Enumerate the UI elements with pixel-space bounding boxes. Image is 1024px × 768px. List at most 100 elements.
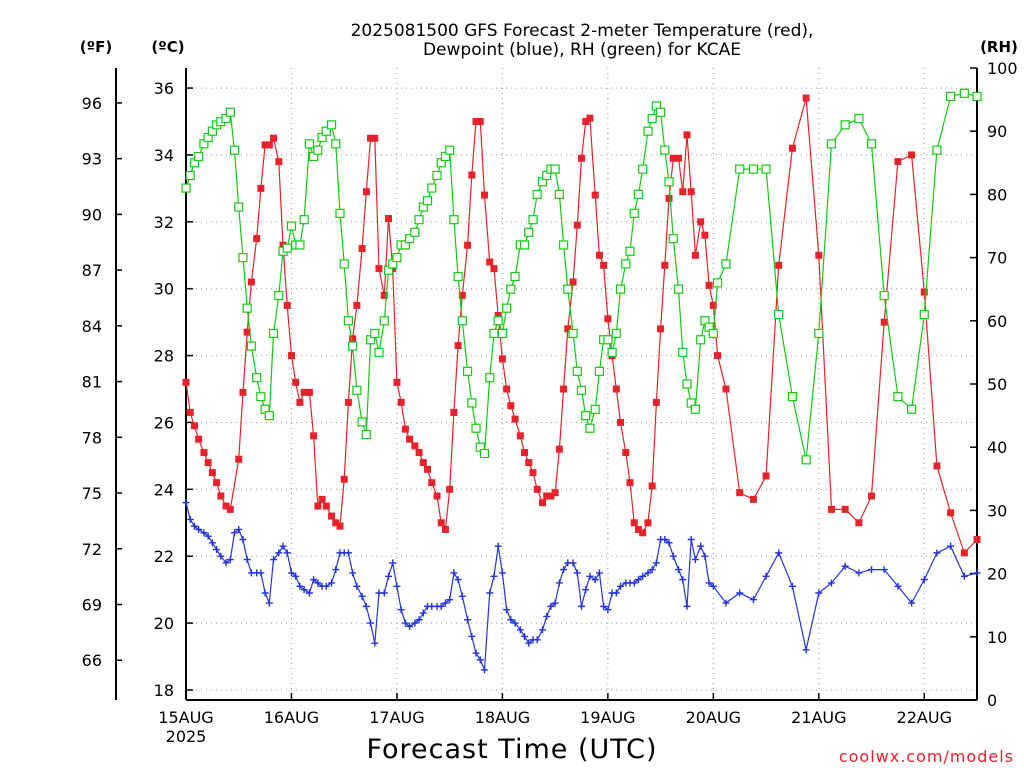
temperature-point (622, 449, 630, 457)
dewpoint-point (604, 606, 612, 614)
dewpoint-point (458, 592, 466, 600)
temperature-point (749, 495, 757, 503)
temperature-point (344, 398, 352, 406)
fahrenheit-tick-label: 78 (82, 428, 102, 447)
temperature-point (486, 258, 494, 266)
series-temperature (182, 94, 981, 557)
temperature-point (490, 265, 498, 273)
rh-point (427, 183, 437, 193)
dewpoint-point (555, 579, 563, 587)
rh-point (449, 215, 459, 225)
rh-point (774, 309, 784, 320)
temperature-point (516, 432, 524, 440)
dewpoint-point (634, 576, 642, 584)
temperature-point (648, 482, 656, 490)
rh-point (357, 417, 367, 427)
temperature-point (841, 505, 849, 513)
temperature-point (322, 502, 330, 510)
temperature-point (529, 469, 537, 477)
temperature-point (691, 251, 699, 259)
temperature-point (573, 221, 581, 229)
rh-point (721, 259, 731, 269)
temperature-point (722, 385, 730, 393)
fahrenheit-tick-label: 75 (82, 484, 102, 503)
temperature-point (433, 492, 441, 500)
rh-tick-label: 0 (987, 691, 997, 710)
dewpoint-point (362, 602, 370, 610)
temperature-point (644, 519, 652, 527)
dewpoint-point (231, 529, 239, 537)
temperature-point (555, 445, 563, 453)
temperature-point (336, 522, 344, 530)
temperature-point (261, 141, 269, 149)
rh-point (462, 366, 473, 376)
temperature-point (868, 492, 876, 500)
rh-point (621, 259, 631, 269)
dewpoint-point (358, 592, 366, 600)
rh-point (879, 290, 889, 301)
dewpoint-point (468, 632, 476, 640)
dewpoint-point (322, 582, 330, 590)
temperature-point (406, 435, 414, 443)
dewpoint-point (195, 525, 203, 533)
rh-point (286, 221, 297, 231)
rh-point (256, 392, 266, 402)
rh-point (497, 328, 507, 339)
rh-point (225, 107, 235, 117)
rh-point (404, 234, 415, 244)
rh-point (625, 246, 635, 256)
dewpoint-point (644, 569, 652, 577)
rh-point (467, 398, 477, 408)
dewpoint-point (827, 579, 835, 587)
data-series (181, 88, 982, 674)
temperature-point (247, 278, 255, 286)
dewpoint-point (578, 602, 585, 610)
dewpoint-point (411, 619, 419, 627)
rh-point (647, 113, 657, 124)
celsius-tick-label: 22 (154, 547, 174, 566)
temperature-point (665, 194, 673, 202)
temperature-point (669, 154, 677, 162)
dewpoint-point (287, 569, 295, 577)
rh-tick-label: 60 (987, 312, 1007, 331)
dewpoint-point (687, 535, 695, 543)
temperature-point (371, 134, 379, 142)
temperature-point (933, 462, 941, 470)
dewpoint-point (582, 586, 590, 594)
dewpoint-point (855, 569, 863, 577)
dewpoint-point (775, 549, 783, 557)
dewpoint-point (265, 599, 273, 607)
rh-tick-label: 90 (987, 122, 1007, 141)
temperature-point (525, 459, 533, 467)
dewpoint-point (841, 562, 849, 570)
rh-point (615, 284, 626, 294)
rh-point (932, 145, 942, 155)
dewpoint-point (920, 576, 928, 584)
rh-point (585, 423, 595, 433)
dewpoint-point (384, 572, 392, 580)
rh-tick-label: 70 (987, 249, 1007, 268)
rh-point (352, 385, 362, 395)
rh-point (524, 227, 534, 237)
x-tick-label: 21AUG (791, 708, 846, 727)
dewpoint-point (503, 606, 511, 614)
fahrenheit-tick-label: 69 (82, 596, 102, 615)
rh-point (252, 373, 262, 383)
dewpoint-point (419, 609, 427, 617)
dewpoint-point (393, 582, 401, 590)
dewpoint-point (665, 539, 673, 547)
temperature-point (973, 535, 981, 543)
dewpoint-point (868, 566, 876, 574)
temperature-point (204, 459, 212, 467)
rh-point (660, 145, 670, 155)
dewpoint-point (617, 582, 625, 590)
rh-point (568, 328, 578, 339)
rh-point (946, 91, 956, 102)
dewpoint-point (389, 559, 397, 567)
rh-point (801, 455, 811, 465)
temperature-point (600, 261, 608, 269)
temperature-point (270, 134, 278, 142)
fahrenheit-tick-label: 66 (82, 651, 102, 670)
temperature-point (714, 352, 722, 360)
temperature-point (468, 171, 476, 179)
